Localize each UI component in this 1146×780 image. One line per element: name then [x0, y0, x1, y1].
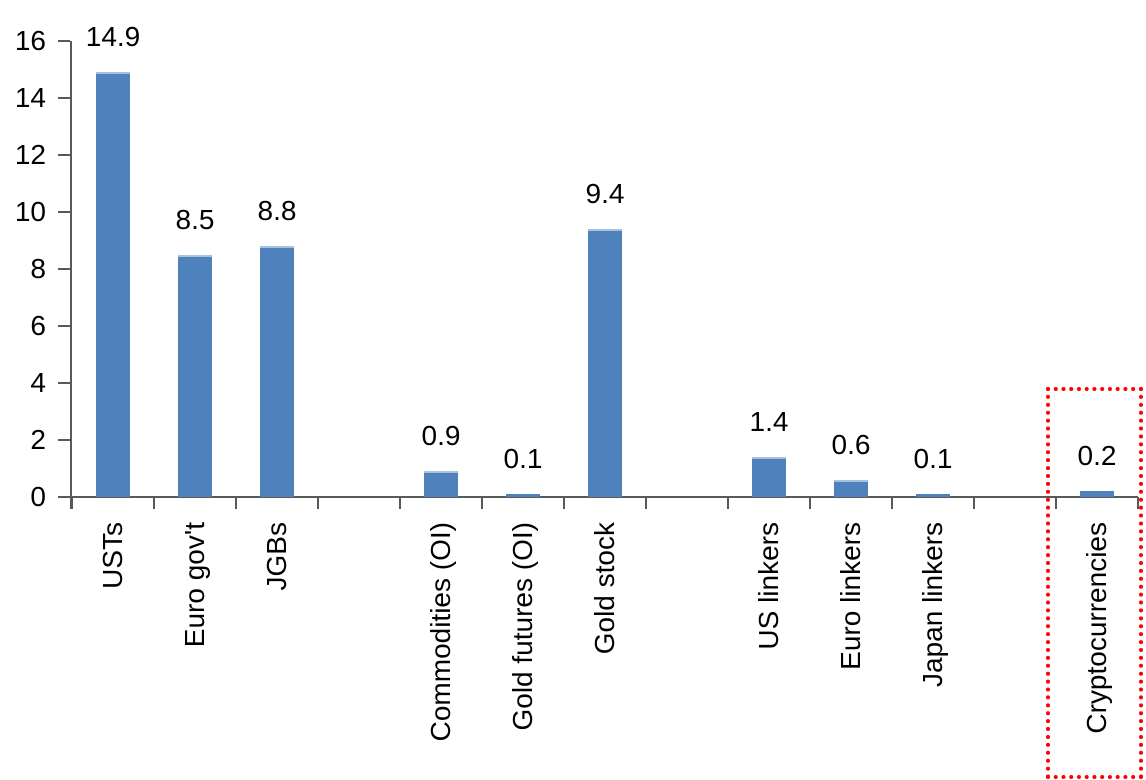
- value-label: 0.2: [1077, 440, 1117, 472]
- category-label: Gold stock: [589, 522, 620, 655]
- x-tick-mark: [891, 497, 893, 509]
- value-label: 0.6: [831, 428, 871, 460]
- y-tick-mark: [58, 154, 70, 156]
- category-label: Euro gov't: [179, 522, 210, 648]
- y-tick-mark: [58, 325, 70, 327]
- y-tick-mark: [58, 268, 70, 270]
- bar-gold-stock: [588, 229, 622, 497]
- y-tick-label: 6: [30, 310, 46, 341]
- x-tick-mark: [71, 497, 73, 509]
- y-tick-mark: [58, 382, 70, 384]
- y-tick-label: 8: [30, 253, 46, 284]
- category-label: Gold futures (OI): [507, 522, 538, 731]
- category-label: Japan linkers: [917, 522, 948, 687]
- y-tick-mark: [58, 97, 70, 99]
- value-label: 0.1: [913, 443, 953, 475]
- x-tick-mark: [727, 497, 729, 509]
- bar-usts: [96, 72, 130, 497]
- bar-japan-linkers: [916, 494, 950, 497]
- value-label: 8.8: [257, 195, 297, 227]
- y-tick-mark: [58, 496, 70, 498]
- x-tick-mark: [399, 497, 401, 509]
- value-label: 9.4: [585, 178, 625, 210]
- x-tick-mark: [973, 497, 975, 509]
- y-tick-mark: [58, 40, 70, 42]
- y-tick-mark: [58, 211, 70, 213]
- y-tick-label: 0: [30, 481, 46, 512]
- y-tick-mark: [58, 439, 70, 441]
- x-tick-mark: [317, 497, 319, 509]
- bar-commodities-oi-: [424, 471, 458, 497]
- highlight-box: [1046, 387, 1143, 779]
- value-label: 0.1: [503, 443, 543, 475]
- y-tick-label: 12: [14, 139, 46, 170]
- value-label: 14.9: [85, 21, 141, 53]
- y-tick-label: 14: [14, 82, 46, 113]
- category-label: Commodities (OI): [425, 522, 456, 742]
- x-tick-mark: [1055, 497, 1057, 509]
- category-label: JGBs: [261, 522, 292, 591]
- category-label: Euro linkers: [835, 522, 866, 670]
- bar-cryptocurrencies: [1080, 491, 1114, 497]
- bar-euro-linkers: [834, 479, 868, 497]
- y-tick-label: 2: [30, 424, 46, 455]
- value-label: 0.9: [421, 420, 461, 452]
- bar-gold-futures-oi-: [506, 494, 540, 497]
- category-label: USTs: [97, 522, 128, 589]
- x-tick-mark: [481, 497, 483, 509]
- y-tick-label: 4: [30, 367, 46, 398]
- x-tick-mark: [645, 497, 647, 509]
- x-tick-mark: [809, 497, 811, 509]
- value-label: 1.4: [749, 406, 789, 438]
- value-label: 8.5: [175, 203, 215, 235]
- x-axis-line: [70, 496, 1138, 498]
- bar-us-linkers: [752, 457, 786, 497]
- x-tick-mark: [235, 497, 237, 509]
- bar-jgbs: [260, 246, 294, 497]
- x-tick-mark: [1137, 497, 1139, 509]
- y-axis-line: [70, 41, 72, 509]
- y-tick-label: 16: [14, 25, 46, 56]
- bar-euro-gov-t: [178, 254, 212, 497]
- x-tick-mark: [153, 497, 155, 509]
- y-tick-label: 10: [14, 196, 46, 227]
- x-tick-mark: [563, 497, 565, 509]
- category-label: US linkers: [753, 522, 784, 650]
